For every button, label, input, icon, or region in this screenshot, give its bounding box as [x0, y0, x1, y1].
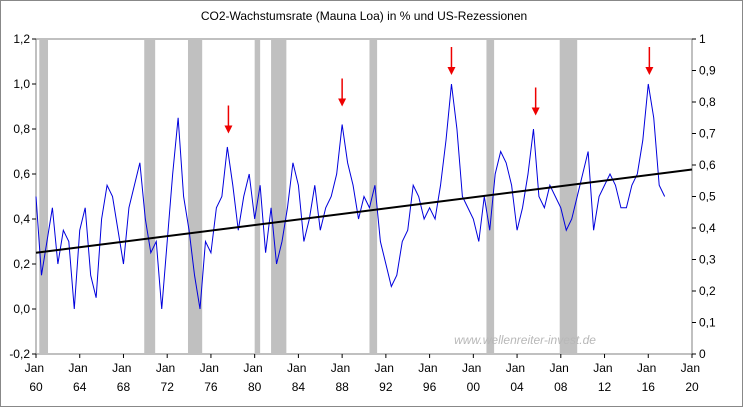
x-tick-line: Jan: [593, 361, 616, 375]
recession-bar: [486, 39, 495, 354]
x-tick-line: 68: [117, 380, 131, 394]
x-tick-label: Jan 08: [549, 361, 572, 394]
y-tick-label: 0,4: [13, 212, 30, 226]
x-tick-line: Jan: [112, 361, 135, 375]
x-tick-line: 96: [423, 380, 437, 394]
x-tick-line: Jan: [418, 361, 441, 375]
x-tick-line: Jan: [68, 361, 91, 375]
series-line: [35, 168, 693, 254]
x-tick-line: Jan: [637, 361, 660, 375]
recession-bar: [271, 39, 287, 354]
y2-tick-label: 0,2: [699, 284, 716, 298]
arrow-head: [447, 67, 456, 75]
x-tick-line: Jan: [462, 361, 485, 375]
arrow-head: [531, 107, 540, 116]
x-tick-line: 12: [598, 380, 612, 394]
x-tick-line: 08: [554, 380, 568, 394]
y-tick-label: 0,6: [13, 167, 30, 181]
x-tick-line: Jan: [681, 361, 704, 375]
x-tick-label: Jan 96: [418, 361, 441, 394]
x-tick-label: Jan 80: [243, 361, 266, 394]
x-tick-line: 92: [379, 380, 393, 394]
x-tick-label: Jan 76: [200, 361, 223, 394]
x-tick-line: Jan: [331, 361, 354, 375]
x-tick-label: Jan 88: [331, 361, 354, 394]
recession-bar: [187, 39, 203, 354]
y-tick-label: 0,0: [13, 302, 30, 316]
arrow-head: [645, 67, 654, 75]
series-line: [35, 83, 666, 310]
x-tick-label: Jan 92: [375, 361, 398, 394]
x-tick-label: Jan 00: [462, 361, 485, 394]
x-tick-line: 64: [73, 380, 87, 394]
x-tick-line: Jan: [506, 361, 529, 375]
y2-tick-label: 0,3: [699, 253, 716, 267]
x-tick-label: Jan 64: [68, 361, 91, 394]
x-tick-line: 84: [292, 380, 306, 394]
x-tick-label: Jan 84: [287, 361, 310, 394]
x-tick-line: 76: [204, 380, 218, 394]
x-tick-label: Jan 72: [156, 361, 179, 394]
x-tick-line: 16: [642, 380, 656, 394]
recession-bar: [559, 39, 578, 354]
x-tick-label: Jan 20: [681, 361, 704, 394]
x-tick-label: Jan 16: [637, 361, 660, 394]
x-tick-line: Jan: [287, 361, 310, 375]
watermark: www.wellenreiter-invest.de: [454, 333, 596, 347]
x-tick-line: 60: [29, 380, 43, 394]
x-tick-label: Jan 12: [593, 361, 616, 394]
x-tick-line: Jan: [25, 361, 48, 375]
recession-bar: [369, 39, 378, 354]
x-tick-line: Jan: [549, 361, 572, 375]
recession-bar: [144, 39, 156, 354]
y-tick-label: -0,2: [9, 347, 30, 361]
y-tick-label: 1,0: [13, 77, 30, 91]
y2-tick-label: 0,1: [699, 316, 716, 330]
y2-tick-label: 0,8: [699, 95, 716, 109]
x-tick-line: 00: [467, 380, 481, 394]
y-tick-label: 0,2: [13, 257, 30, 271]
y2-tick-label: 0,7: [699, 127, 716, 141]
x-tick-line: 88: [335, 380, 349, 394]
y-tick-label: 0,8: [13, 122, 30, 136]
y2-tick-label: 0,9: [699, 64, 716, 78]
x-tick-line: Jan: [200, 361, 223, 375]
x-tick-line: 04: [510, 380, 524, 394]
x-tick-label: Jan 60: [25, 361, 48, 394]
y-tick-label: 1,2: [13, 32, 30, 46]
x-tick-line: Jan: [243, 361, 266, 375]
x-tick-label: Jan 04: [506, 361, 529, 394]
y2-tick-label: 0,6: [699, 158, 716, 172]
x-tick-line: Jan: [156, 361, 179, 375]
recession-bar: [254, 39, 261, 354]
x-tick-line: 80: [248, 380, 262, 394]
chart-title: CO2-Wachstumsrate (Mauna Loa) in % und U…: [201, 9, 527, 23]
recession-bar: [39, 39, 49, 354]
x-tick-line: 72: [161, 380, 175, 394]
y2-tick-label: 0,5: [699, 190, 716, 204]
x-tick-line: 20: [685, 380, 699, 394]
y2-tick-label: 0: [699, 347, 706, 361]
x-tick-label: Jan 68: [112, 361, 135, 394]
arrow-head: [224, 125, 233, 134]
x-tick-line: Jan: [375, 361, 398, 375]
arrow-head: [338, 98, 347, 107]
y2-tick-label: 0,4: [699, 221, 716, 235]
y2-tick-label: 1: [699, 32, 706, 46]
